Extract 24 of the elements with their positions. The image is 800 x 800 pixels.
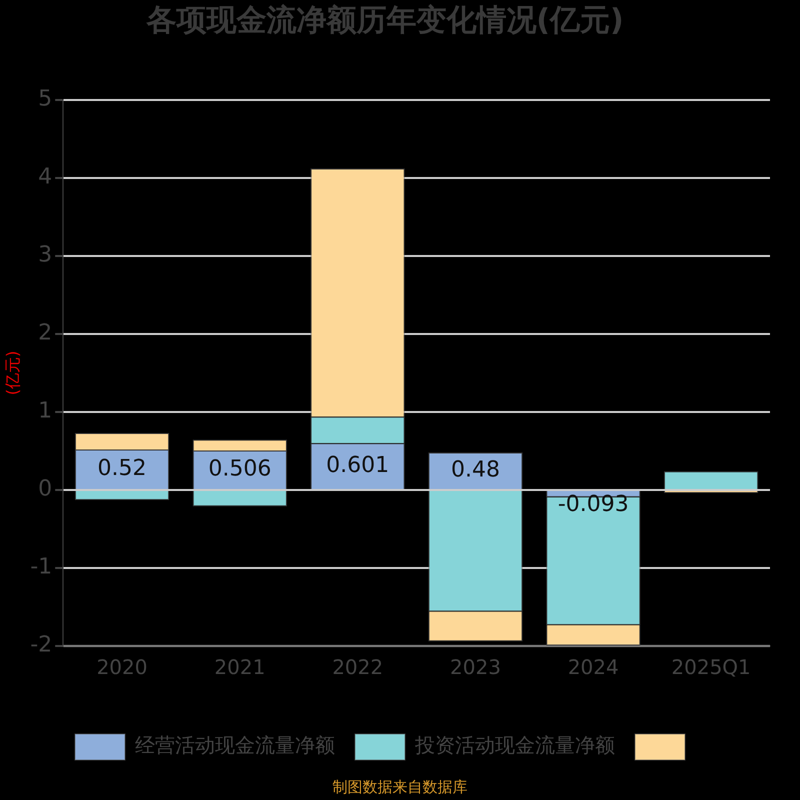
x-tick-label: 2022 [332, 655, 384, 680]
data-label: -0.093 [558, 492, 629, 517]
legend-label: 经营活动现金流量净额 [135, 733, 335, 758]
x-tick-label: 2020 [96, 655, 148, 680]
y-tick-label: 2 [38, 320, 52, 346]
y-tick-label: -1 [30, 554, 52, 580]
data-label: 0.506 [208, 456, 272, 482]
x-tick-label: 2023 [450, 655, 501, 680]
y-tick-label: 0 [38, 476, 52, 502]
data-label: 0.48 [450, 458, 500, 482]
x-tick-label: 2021 [214, 655, 266, 680]
y-tick-label: 4 [38, 164, 52, 190]
data-label: 0.52 [98, 456, 147, 481]
y-tick-label: 5 [38, 86, 52, 112]
data-label: 0.601 [326, 452, 390, 478]
y-tick-label: 3 [38, 242, 52, 268]
y-tick-label: 1 [38, 398, 52, 424]
chart-title: 各项现金流净额历年变化情况(亿元) [145, 2, 624, 38]
text: 制图数据来自数据库 [332, 778, 468, 796]
legend-label: 投资活动现金流量净额 [414, 733, 615, 758]
y-axis-title: (亿元) [2, 350, 22, 396]
y-tick-label: -2 [30, 632, 52, 658]
x-tick-label: 2024 [568, 655, 619, 680]
x-tick-label: 2025Q1 [671, 655, 751, 680]
